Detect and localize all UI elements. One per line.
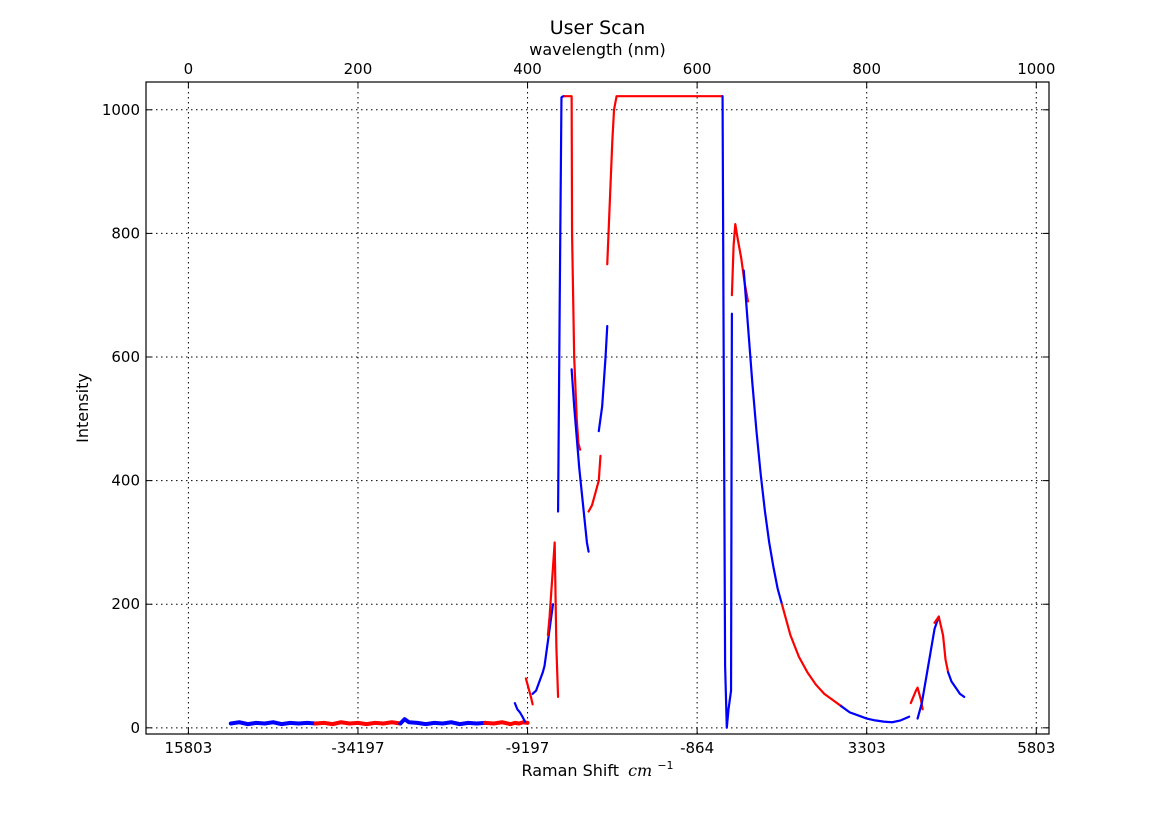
y-tick-label: 200 bbox=[111, 595, 140, 613]
bottom-tick-label: 5803 bbox=[1017, 739, 1055, 757]
series-segment-0 bbox=[228, 720, 318, 727]
x-axis-label-bottom-text: Raman Shift bbox=[521, 761, 619, 780]
bottom-tick-label: -864 bbox=[680, 739, 714, 757]
series-segment-12 bbox=[597, 325, 609, 433]
series-segment-21 bbox=[933, 615, 950, 674]
top-tick-label: 600 bbox=[683, 60, 712, 78]
x-axis-label-bottom-unit-exponent: −1 bbox=[657, 759, 673, 772]
y-tick-label: 600 bbox=[111, 348, 140, 366]
bottom-tick-label: 3303 bbox=[848, 739, 886, 757]
series-segment-18 bbox=[840, 705, 911, 724]
top-tick-label: 1000 bbox=[1017, 60, 1055, 78]
y-tick-label: 400 bbox=[111, 472, 140, 490]
y-tick-label: 1000 bbox=[102, 101, 140, 119]
bottom-tick-label: -9197 bbox=[506, 739, 550, 757]
bottom-tick-label: 15803 bbox=[165, 739, 213, 757]
top-tick-label: 200 bbox=[344, 60, 373, 78]
plot-frame bbox=[145, 81, 1050, 735]
series-segment-6 bbox=[531, 603, 555, 695]
series-segment-9 bbox=[563, 95, 582, 451]
top-tick-label: 0 bbox=[184, 60, 194, 78]
series-segment-3 bbox=[483, 720, 530, 727]
series-segment-20 bbox=[916, 615, 940, 720]
chart-title: User Scan bbox=[550, 17, 646, 39]
y-axis-label: Intensity bbox=[73, 373, 92, 443]
series-segment-7 bbox=[546, 541, 560, 699]
series-segment-16 bbox=[742, 269, 784, 606]
series-segment-2 bbox=[398, 717, 488, 727]
series-segment-14 bbox=[721, 95, 733, 729]
series-segment-1 bbox=[313, 720, 403, 727]
x-axis-label-bottom-unit: cm bbox=[628, 761, 652, 780]
grid bbox=[146, 82, 1049, 734]
series-segment-5 bbox=[524, 677, 534, 706]
ticks: 0 200 400 600 800 1000 15803 -34197 -9197 -864 330… bbox=[102, 60, 1056, 757]
top-tick-label: 400 bbox=[513, 60, 542, 78]
series-segment-13 bbox=[606, 95, 724, 266]
series-segment-11 bbox=[587, 454, 602, 513]
series-segment-4 bbox=[513, 701, 527, 723]
top-tick-label: 800 bbox=[852, 60, 881, 78]
bottom-tick-label: -34197 bbox=[331, 739, 384, 757]
y-tick-label: 800 bbox=[111, 224, 140, 242]
x-axis-label-bottom: Raman Shift cm −1 bbox=[521, 759, 673, 780]
series-segment-8 bbox=[556, 95, 566, 513]
series-segment-17 bbox=[780, 603, 843, 708]
x-axis-label-top: wavelength (nm) bbox=[529, 40, 666, 59]
y-tick-label: 0 bbox=[130, 719, 140, 737]
series-segment-10 bbox=[570, 368, 590, 553]
series-segment-19 bbox=[909, 686, 924, 711]
series-layer bbox=[228, 95, 966, 729]
series-segment-22 bbox=[946, 671, 966, 699]
